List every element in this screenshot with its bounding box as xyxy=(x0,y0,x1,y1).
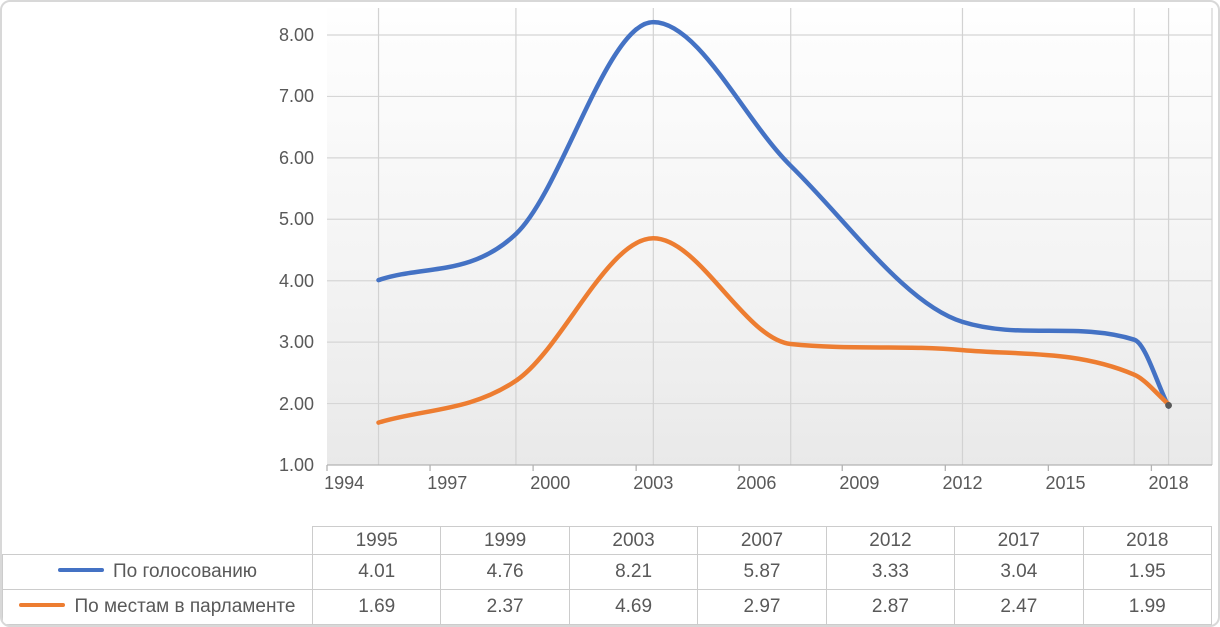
legend-item: По местам в парламенте xyxy=(2,589,313,625)
x-axis-label: 2006 xyxy=(736,473,777,493)
value-cell: 4.01 xyxy=(311,554,442,590)
table-corner-blank xyxy=(3,527,313,555)
value-cell: 5.87 xyxy=(697,554,827,590)
year-header-cell: 2007 xyxy=(697,526,827,555)
series-end-marker xyxy=(1165,402,1172,409)
y-axis-label: 1.00 xyxy=(278,455,314,475)
x-axis-label: 2009 xyxy=(839,473,880,493)
value-cell: 4.76 xyxy=(440,554,570,590)
data-table: 1995 1999 2003 2007 2012 2017 2018 По го… xyxy=(2,526,1213,625)
x-axis-label: 2003 xyxy=(633,473,674,493)
y-axis-label: 3.00 xyxy=(278,332,314,353)
value-cell: 4.69 xyxy=(568,589,699,625)
value-cell: 2.37 xyxy=(440,589,570,625)
value-cell: 8.21 xyxy=(568,554,699,590)
value-cell: 3.33 xyxy=(825,554,956,590)
value-cell: 2.87 xyxy=(825,589,956,625)
year-header-cell: 2012 xyxy=(825,526,956,555)
x-axis-label: 2000 xyxy=(530,473,571,493)
table-header-row: 1995 1999 2003 2007 2012 2017 2018 xyxy=(3,526,1213,555)
value-cell: 2.47 xyxy=(954,589,1084,625)
y-axis-label: 4.00 xyxy=(278,270,314,291)
legend-item: По голосованию xyxy=(2,554,313,590)
y-axis-label: 6.00 xyxy=(278,147,314,168)
x-axis-label: 2012 xyxy=(942,473,983,493)
plot-area xyxy=(327,8,1212,465)
series-line-1 xyxy=(376,19,1171,409)
table-row: По голосованию 4.01 4.76 8.21 5.87 3.33 … xyxy=(2,554,1213,590)
table-row: По местам в парламенте 1.69 2.37 4.69 2.… xyxy=(2,589,1213,625)
x-axis-label: 2015 xyxy=(1045,473,1086,493)
value-cell: 1.99 xyxy=(1082,589,1213,625)
y-axis-label: 8.00 xyxy=(278,25,314,45)
value-cell: 2.97 xyxy=(697,589,827,625)
series-line-2 xyxy=(376,236,1171,425)
year-header-cell: 2003 xyxy=(568,526,699,555)
y-axis-label: 7.00 xyxy=(278,86,314,107)
value-cell: 3.04 xyxy=(954,554,1084,590)
x-axis-label: 2018 xyxy=(1148,473,1189,493)
legend-swatch-line xyxy=(19,602,66,607)
x-axis-label: 1994 xyxy=(324,473,365,493)
legend-swatch-line xyxy=(57,567,104,572)
x-axis-label: 1997 xyxy=(427,473,468,493)
value-cell: 1.95 xyxy=(1082,554,1213,590)
y-axis-label: 2.00 xyxy=(278,393,314,414)
legend-label: По голосованию xyxy=(112,560,258,582)
legend-label: По местам в парламенте xyxy=(74,595,296,617)
year-header-cell: 1999 xyxy=(440,526,570,555)
y-axis-label: 5.00 xyxy=(278,209,314,230)
year-header-cell: 2017 xyxy=(954,526,1084,555)
year-header-cell: 1995 xyxy=(311,526,442,555)
value-cell: 1.69 xyxy=(311,589,442,625)
year-header-cell: 2018 xyxy=(1082,526,1213,555)
